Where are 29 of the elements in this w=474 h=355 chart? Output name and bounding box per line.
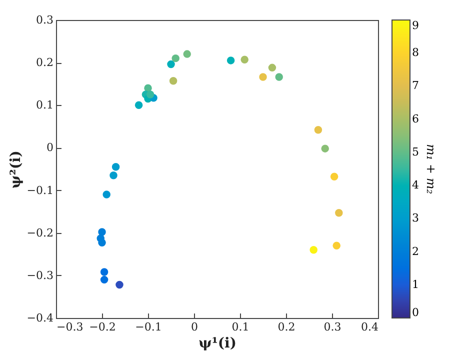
y-tick-label: 0.2 <box>36 56 54 70</box>
x-tick-label: 0.1 <box>232 320 250 334</box>
x-tick-label: 0.2 <box>278 320 296 334</box>
x-tick-label: 0.4 <box>361 320 378 334</box>
y-tick-label: −0.4 <box>26 312 54 324</box>
y-tick-label: 0 <box>46 141 54 154</box>
y-tick-label: −0.1 <box>26 184 54 197</box>
color-bar-label: 9 <box>412 19 419 32</box>
color-bar-label: 0 <box>412 306 419 319</box>
x-tick-label: −0.2 <box>89 320 116 334</box>
color-bar-title: m₁ + m₂ <box>424 144 438 194</box>
y-tick-label: 0.1 <box>36 98 54 112</box>
x-tick-label: 0 <box>191 320 198 334</box>
color-bar-label: 1 <box>412 278 419 291</box>
color-bar-label: 3 <box>412 212 419 225</box>
y-tick-label: 0.3 <box>36 14 54 26</box>
x-axis-title: ψ¹(i) <box>198 336 236 352</box>
x-tick-label: −0.3 <box>56 320 84 334</box>
color-bar-label: 2 <box>412 244 419 258</box>
x-tick-label: 0.3 <box>324 320 342 334</box>
y-tick-label: −0.3 <box>26 268 54 282</box>
y-tick-label: −0.2 <box>26 226 54 240</box>
y-axis-title: ψ²(i) <box>8 150 24 188</box>
color-bar-label: 6 <box>412 112 419 126</box>
color-bar-label: 5 <box>412 145 419 158</box>
color-bar-label: 8 <box>412 46 419 60</box>
x-tick-label: −0.1 <box>135 320 162 334</box>
color-bar-label: 7 <box>412 79 419 92</box>
color-bar-label: 4 <box>412 178 419 192</box>
